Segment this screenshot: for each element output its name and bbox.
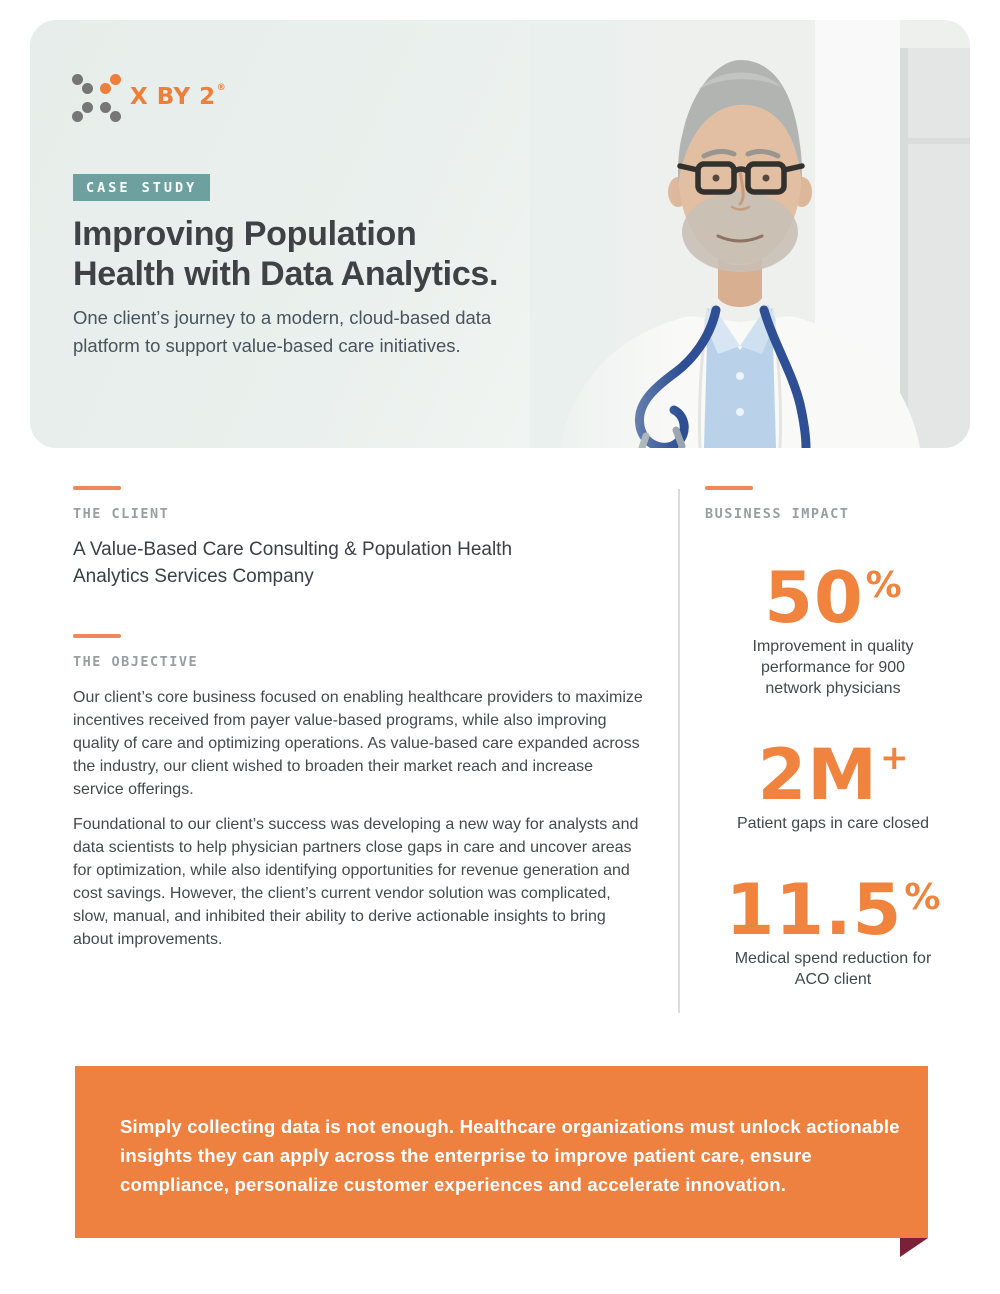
section-heading-impact: BUSINESS IMPACT (705, 506, 850, 522)
logo-dot (110, 111, 121, 122)
logo-dot (72, 111, 83, 122)
section-business-impact: BUSINESS IMPACT 50 % Improvement in qual… (705, 486, 961, 990)
title-line-1: Improving Population (73, 215, 417, 253)
section-the-client: THE CLIENT A Value-Based Care Consulting… (73, 486, 573, 590)
impact-stat-spend: 11.5 % Medical spend reduction for ACO c… (705, 869, 961, 990)
registered-mark: ® (216, 83, 227, 93)
stat-caption: Patient gaps in care closed (736, 815, 930, 832)
objective-paragraph-2: Foundational to our client’s success was… (73, 816, 639, 948)
accent-line (73, 486, 121, 490)
brand-wordmark: X BY 2 (130, 84, 216, 110)
stat-value: 11.5 (725, 869, 903, 951)
hero-banner: X BY 2® CASE STUDY Improving Population … (30, 20, 970, 448)
callout-fold-corner (900, 1238, 928, 1257)
logo-dots-icon (72, 74, 122, 123)
title-line-2: Health with Data Analytics. (73, 255, 499, 293)
logo-dot (100, 102, 111, 113)
impact-stat-quality: 50 % Improvement in quality performance … (705, 557, 961, 699)
column-divider (678, 489, 680, 1013)
objective-paragraph-1: Our client’s core business focused on en… (73, 689, 643, 798)
section-the-objective: THE OBJECTIVE Our client’s core business… (73, 634, 651, 951)
section-heading-objective: THE OBJECTIVE (73, 654, 199, 670)
stat-suffix: + (879, 738, 909, 778)
stat-suffix: % (865, 565, 902, 606)
logo-dot (82, 102, 93, 113)
logo-dot (82, 83, 93, 94)
page-title: Improving Population Health with Data An… (73, 214, 633, 294)
stat-value: 2M (757, 734, 878, 816)
case-study-badge: CASE STUDY (73, 174, 211, 201)
brand-logo: X BY 2® (72, 74, 292, 124)
accent-line (73, 634, 121, 638)
stat-number: 50 % (705, 557, 961, 639)
client-description: A Value-Based Care Consulting & Populati… (73, 539, 513, 587)
stat-value: 50 (764, 557, 864, 639)
stat-caption: Improvement in quality performance for 9… (752, 638, 914, 697)
logo-dot (110, 74, 121, 85)
stat-caption: Medical spend reduction for ACO client (734, 950, 932, 988)
logo-dot (100, 83, 111, 94)
stat-number: 11.5 % (705, 869, 961, 951)
impact-stat-gaps: 2M + Patient gaps in care closed (705, 734, 961, 834)
callout-text: Simply collecting data is not enough. He… (120, 1116, 900, 1195)
section-heading-client: THE CLIENT (73, 506, 170, 522)
logo-dot (72, 74, 83, 85)
brand-name: X BY 2® (130, 83, 226, 110)
stat-number: 2M + (705, 734, 961, 816)
callout-banner: Simply collecting data is not enough. He… (75, 1066, 928, 1238)
stat-suffix: % (904, 877, 941, 918)
hero-subtitle: One client’s journey to a modern, cloud-… (73, 307, 492, 356)
accent-line (705, 486, 753, 490)
photo-fade (530, 20, 680, 448)
